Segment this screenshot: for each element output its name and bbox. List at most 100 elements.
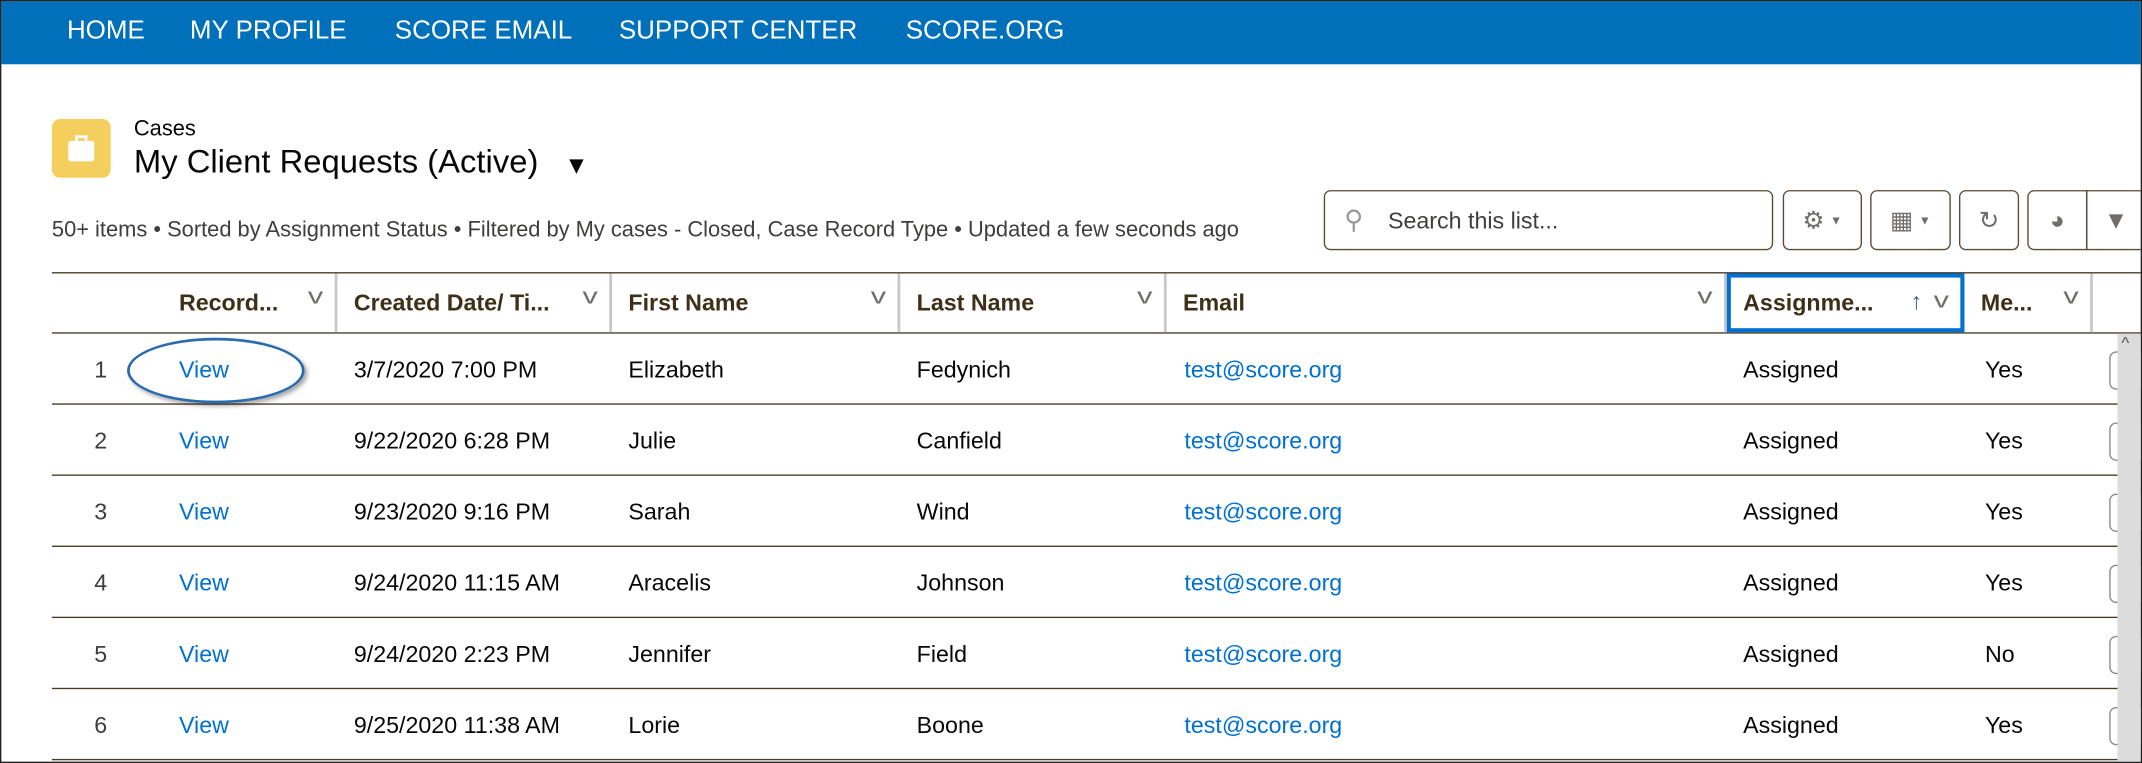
- email-link[interactable]: test@score.org: [1184, 427, 1343, 454]
- row-divider: [51, 616, 2141, 619]
- refresh-button[interactable]: ↻: [1958, 190, 2020, 251]
- first-name-cell: Aracelis: [628, 570, 712, 597]
- row-divider: [51, 687, 2141, 690]
- email-link[interactable]: test@score.org: [1184, 641, 1343, 668]
- last-name-cell: Fedynich: [916, 356, 1011, 383]
- assignment-status-cell: Assigned: [1743, 641, 1839, 668]
- table-icon: ▦: [1890, 205, 1914, 234]
- scroll-up-icon[interactable]: ^: [2121, 333, 2130, 353]
- search-icon: ⚲: [1344, 206, 1364, 236]
- me-cell: No: [1984, 641, 2015, 668]
- column-header-assignment-status[interactable]: Assignme... ↑ v: [1726, 273, 1965, 333]
- row-divider: [51, 545, 2141, 547]
- row-divider: [51, 474, 2141, 476]
- search-input[interactable]: [1385, 202, 1760, 241]
- me-cell: Yes: [1984, 499, 2023, 526]
- column-header-email[interactable]: Email v: [1167, 273, 1727, 333]
- nav-score-org[interactable]: SCORE.ORG: [905, 16, 1065, 46]
- first-name-cell: Jennifer: [628, 641, 712, 668]
- sort-ascending-icon: ↑: [1910, 288, 1923, 315]
- filter-button[interactable]: ▼: [2086, 190, 2141, 251]
- list-summary: 50+ items • Sorted by Assignment Status …: [51, 218, 1239, 243]
- last-name-cell: Johnson: [916, 570, 1005, 597]
- created-date-cell: 9/22/2020 6:28 PM: [353, 427, 551, 454]
- created-date-cell: 9/23/2020 9:16 PM: [353, 499, 551, 526]
- chart-icon: ◕: [2049, 205, 2065, 234]
- chevron-down-icon[interactable]: v: [307, 285, 324, 310]
- column-label: Me...: [1980, 289, 2033, 316]
- list-view-title[interactable]: My Client Requests (Active): [133, 143, 539, 181]
- nav-home[interactable]: HOME: [66, 16, 145, 46]
- row-number: 4: [94, 570, 108, 597]
- column-header-last-name[interactable]: Last Name v: [900, 273, 1167, 333]
- search-box[interactable]: ⚲: [1323, 190, 1774, 251]
- me-cell: Yes: [1984, 712, 2023, 739]
- view-record-link[interactable]: View: [178, 641, 229, 668]
- table-row: 1 View 3/7/2020 7:00 PM Elizabeth Fedyni…: [1, 334, 2141, 405]
- last-name-cell: Boone: [916, 712, 984, 739]
- created-date-cell: 9/25/2020 11:38 AM: [353, 712, 560, 739]
- caret-down-icon: ▼: [1830, 213, 1843, 227]
- view-record-link[interactable]: View: [178, 570, 229, 597]
- row-number: 1: [94, 356, 108, 383]
- chevron-down-icon[interactable]: v: [1137, 285, 1153, 310]
- chart-button[interactable]: ◕: [2027, 190, 2088, 251]
- email-link[interactable]: test@score.org: [1184, 570, 1343, 597]
- divider: [51, 272, 2141, 274]
- divider: [51, 332, 2141, 334]
- table-row: 6 View 9/25/2020 11:38 AM Lorie Boone te…: [1, 689, 2141, 761]
- created-date-cell: 9/24/2020 11:15 AM: [353, 570, 560, 597]
- first-name-cell: Julie: [628, 427, 677, 454]
- last-name-cell: Canfield: [916, 427, 1002, 454]
- column-header-first-name[interactable]: First Name v: [612, 273, 901, 333]
- view-record-link[interactable]: View: [178, 712, 229, 739]
- column-label: Email: [1183, 289, 1246, 316]
- chevron-down-icon[interactable]: v: [870, 285, 887, 310]
- list-settings-button[interactable]: ⚙ ▼: [1782, 190, 1862, 251]
- chevron-down-icon[interactable]: v: [2063, 285, 2079, 310]
- table-row: 2 View 9/22/2020 6:28 PM Julie Canfield …: [1, 405, 2141, 476]
- first-name-cell: Sarah: [628, 499, 691, 526]
- email-link[interactable]: test@score.org: [1184, 499, 1343, 526]
- caret-down-icon[interactable]: ▼: [564, 151, 589, 180]
- scrollbar[interactable]: [2117, 333, 2141, 762]
- table-row: 3 View 9/23/2020 9:16 PM Sarah Wind test…: [1, 476, 2141, 547]
- assignment-status-cell: Assigned: [1743, 570, 1839, 597]
- caret-down-icon: ▼: [1918, 213, 1931, 227]
- chevron-down-icon[interactable]: v: [582, 285, 598, 310]
- column-label: Assignme...: [1743, 289, 1874, 316]
- filter-icon: ▼: [2103, 205, 2129, 234]
- column-header-me[interactable]: Me... v: [1964, 273, 2093, 333]
- highlight-circle-annotation: [127, 337, 305, 404]
- assignment-status-cell: Assigned: [1743, 499, 1839, 526]
- view-record-link[interactable]: View: [178, 499, 229, 526]
- chevron-down-icon[interactable]: v: [1697, 285, 1713, 310]
- refresh-icon: ↻: [1978, 205, 2000, 234]
- briefcase-icon: [51, 118, 111, 178]
- view-record-link[interactable]: View: [178, 427, 229, 454]
- nav-my-profile[interactable]: MY PROFILE: [189, 16, 347, 46]
- column-header-record[interactable]: Record... v: [152, 273, 338, 333]
- row-number: 6: [94, 712, 108, 739]
- display-as-button[interactable]: ▦ ▼: [1870, 190, 1951, 251]
- nav-score-email[interactable]: SCORE EMAIL: [394, 16, 573, 46]
- email-link[interactable]: test@score.org: [1184, 356, 1343, 383]
- row-number: 3: [94, 499, 108, 526]
- column-label: Last Name: [916, 289, 1035, 316]
- column-label: Created Date/ Ti...: [353, 289, 550, 316]
- row-divider: [51, 758, 2141, 761]
- nav-support-center[interactable]: SUPPORT CENTER: [618, 16, 858, 46]
- row-number: 2: [94, 427, 108, 454]
- assignment-status-cell: Assigned: [1743, 427, 1839, 454]
- top-nav: HOME MY PROFILE SCORE EMAIL SUPPORT CENT…: [1, 1, 2141, 65]
- first-name-cell: Lorie: [628, 712, 681, 739]
- chevron-down-icon[interactable]: v: [1933, 289, 1949, 314]
- email-link[interactable]: test@score.org: [1184, 712, 1343, 739]
- last-name-cell: Field: [916, 641, 968, 668]
- column-label: First Name: [628, 289, 749, 316]
- last-name-cell: Wind: [916, 499, 970, 526]
- assignment-status-cell: Assigned: [1743, 712, 1839, 739]
- row-number: 5: [94, 641, 108, 668]
- column-header-created-date[interactable]: Created Date/ Ti... v: [337, 273, 613, 333]
